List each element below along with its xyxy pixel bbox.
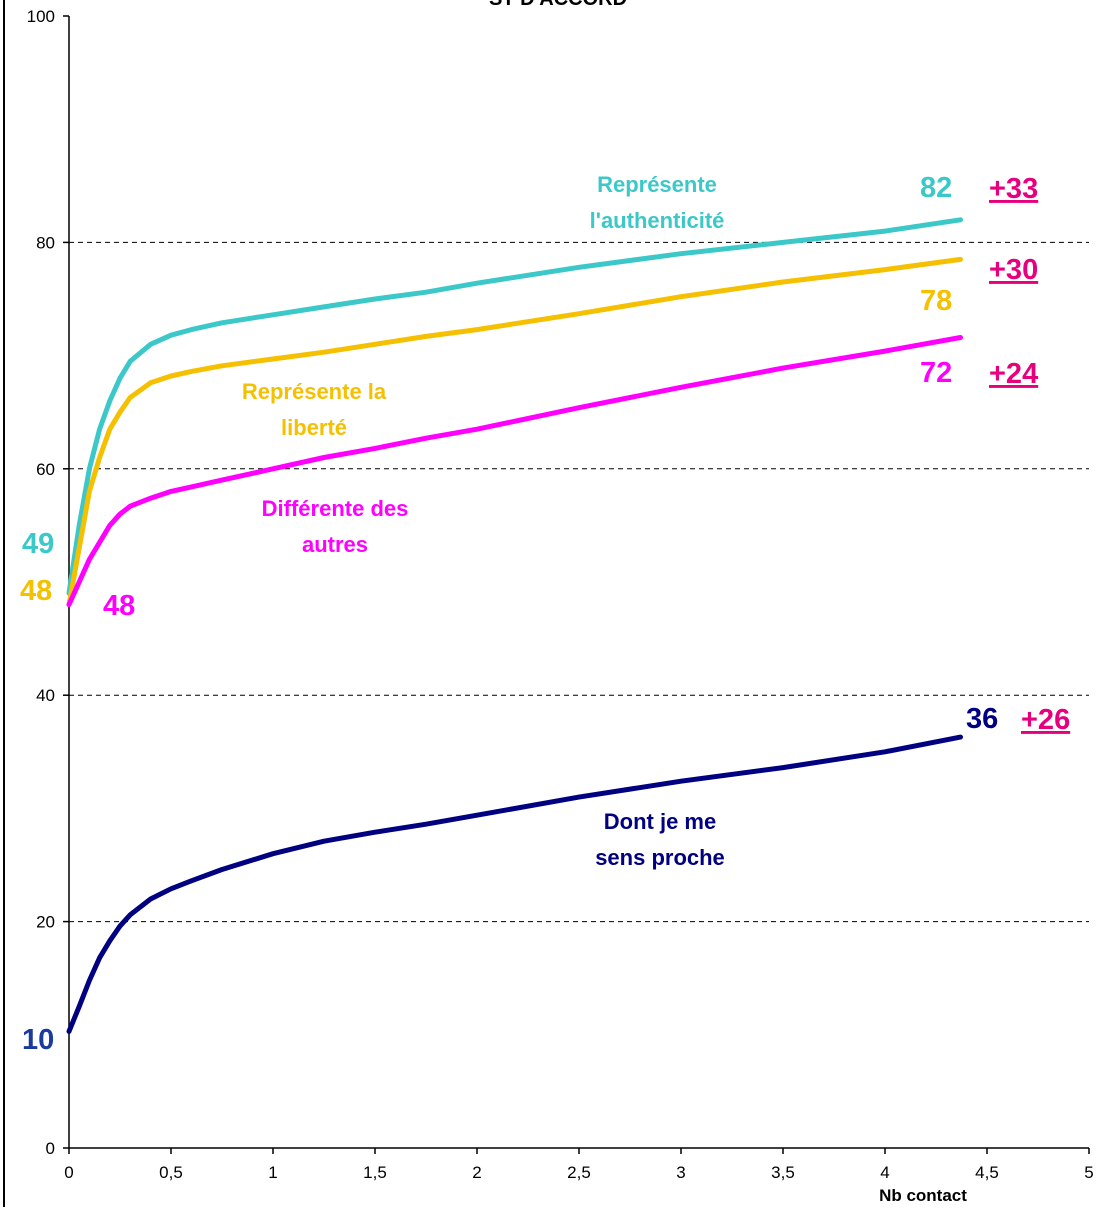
series-lines [66, 217, 963, 1034]
end-label-differente: 72 [920, 357, 952, 389]
series-line-1 [66, 256, 963, 608]
data-labels: 49 48 48 10 82 78 72 36 +33 +30 +24 +26 [20, 172, 1070, 1056]
annotation-liberte-line2: liberté [281, 415, 347, 440]
y-tick-label-0: 0 [46, 1139, 55, 1158]
x-tick-label-8: 4 [880, 1163, 889, 1182]
y-tick-label-20: 20 [36, 913, 55, 932]
annotation-differente-line1: Différente des [262, 496, 409, 521]
delta-label-liberte: +30 [989, 254, 1038, 286]
x-tick-label-1: 0,5 [159, 1163, 183, 1182]
axes: 0 20 40 60 80 100 0 0,5 1 1,5 2 2,5 3 3,5 4 4,5 5 [27, 7, 1094, 1182]
series-line-0 [66, 217, 963, 596]
y-tick-label-40: 40 [36, 686, 55, 705]
y-tick-label-100: 100 [27, 7, 55, 26]
x-tick-label-5: 2,5 [567, 1163, 591, 1182]
delta-label-differente: +24 [989, 358, 1038, 390]
start-label-proche: 10 [22, 1024, 54, 1056]
y-tick-label-80: 80 [36, 233, 55, 252]
start-label-differente: 48 [103, 590, 135, 622]
x-tick-label-7: 3,5 [771, 1163, 795, 1182]
end-label-proche: 36 [966, 703, 998, 735]
annotation-liberte-line1: Représente la [242, 379, 387, 404]
x-tick-label-10: 5 [1084, 1163, 1093, 1182]
x-tick-label-2: 1 [268, 1163, 277, 1182]
annotation-proche-line1: Dont je me [604, 809, 716, 834]
grid-lines [69, 241, 1089, 923]
y-tick-label-60: 60 [36, 460, 55, 479]
annotation-authenticite-line1: Représente [597, 172, 717, 197]
annotation-authenticite-line2: l'authenticité [590, 208, 725, 233]
delta-label-proche: +26 [1021, 704, 1070, 736]
x-tick-label-9: 4,5 [975, 1163, 999, 1182]
annotation-differente-line2: autres [302, 532, 368, 557]
x-tick-label-0: 0 [64, 1163, 73, 1182]
x-tick-label-6: 3 [676, 1163, 685, 1182]
chart-title: ST D'ACCORD [489, 0, 627, 10]
x-axis-title: Nb contact [879, 1186, 967, 1205]
delta-label-authenticite: +33 [989, 173, 1038, 205]
end-label-liberte: 78 [920, 285, 952, 317]
x-tick-label-3: 1,5 [363, 1163, 387, 1182]
start-label-liberte: 48 [20, 575, 52, 607]
series-line-3 [66, 734, 963, 1034]
end-label-authenticite: 82 [920, 172, 952, 204]
series-line-2 [66, 335, 963, 608]
start-label-authenticite: 49 [22, 528, 54, 560]
x-tick-label-4: 2 [472, 1163, 481, 1182]
annotations: Représente l'authenticité Représente la … [242, 172, 725, 870]
annotation-proche-line2: sens proche [595, 845, 725, 870]
